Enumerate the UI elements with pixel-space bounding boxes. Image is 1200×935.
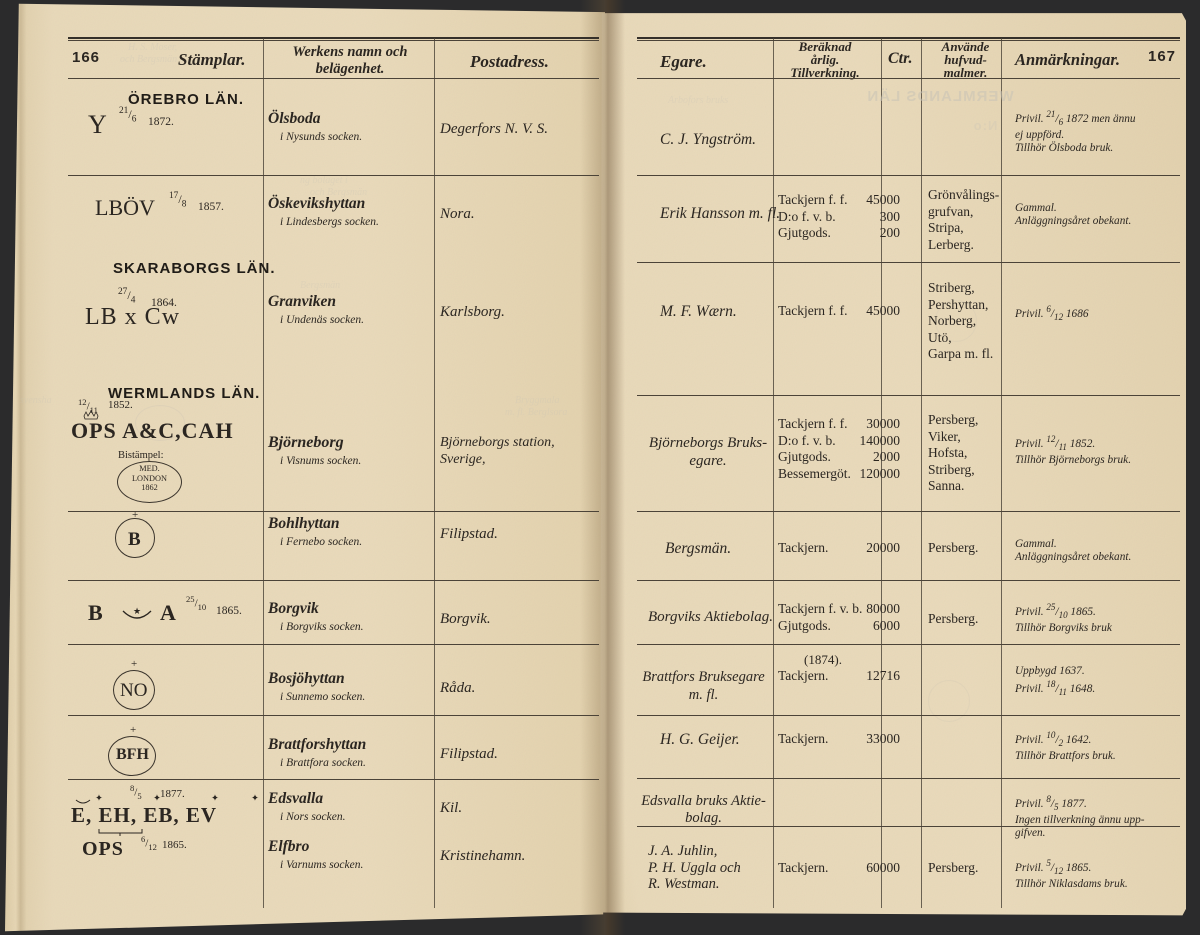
- svg-text:✦: ✦: [95, 793, 103, 804]
- svg-text:★: ★: [133, 606, 141, 616]
- svg-text:✦: ✦: [211, 793, 219, 804]
- svg-text:✦: ✦: [153, 793, 161, 804]
- svg-text:✦: ✦: [251, 793, 259, 804]
